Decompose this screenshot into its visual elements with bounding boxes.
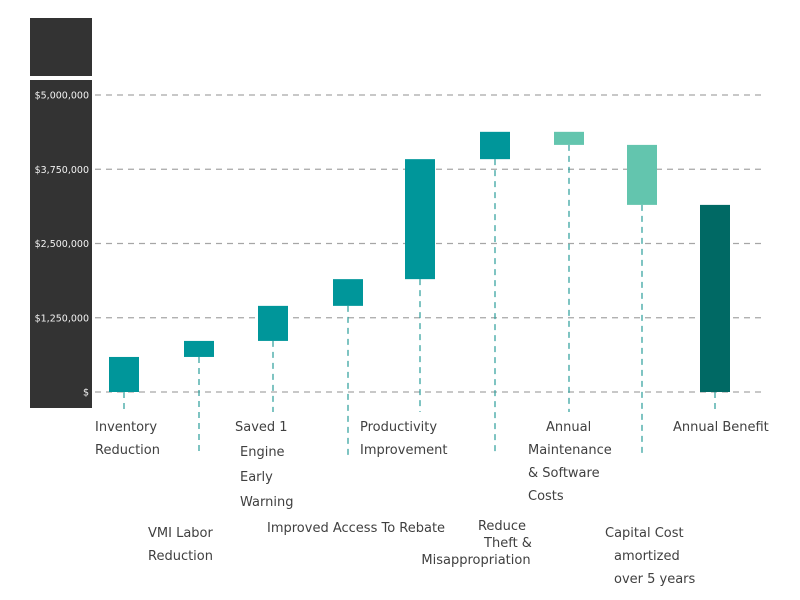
y-tick-label: $5,000,000 xyxy=(35,91,89,102)
y-tick-label: $3,750,000 xyxy=(35,165,89,176)
category-label-line: Early xyxy=(240,470,273,485)
y-tick-label: $ xyxy=(83,388,89,399)
bars xyxy=(109,131,730,392)
category-label-line: VMI Labor xyxy=(148,526,213,541)
bar-increase xyxy=(109,356,139,392)
connector-lines xyxy=(123,144,716,455)
category-label-line: Reduction xyxy=(95,443,160,458)
category-labels: Inventory Reduction VMI Labor Reduction Save… xyxy=(95,420,769,587)
category-label: Inventory Reduction xyxy=(95,420,160,458)
bar-increase xyxy=(405,159,435,280)
category-label-line: Productivity xyxy=(360,420,437,435)
category-label-line: Capital Cost xyxy=(605,526,684,541)
category-label-line: Annual xyxy=(546,420,591,435)
category-label-line: Maintenance xyxy=(528,443,612,458)
category-label: Reduce Theft & Misappropriation xyxy=(421,519,532,568)
bar-increase xyxy=(258,305,288,341)
bar-increase xyxy=(184,340,214,357)
category-label: Annual Maintenance & Software Costs xyxy=(528,420,612,504)
y-axis-panel xyxy=(30,80,92,408)
category-label-line: Improved Access To Rebate xyxy=(267,521,445,536)
category-label-line: Reduction xyxy=(148,549,213,564)
category-label-line: amortized xyxy=(614,549,680,564)
category-label: Capital Cost amortized over 5 years xyxy=(605,526,696,587)
category-label-line: Engine xyxy=(240,445,285,460)
category-label: Annual Benefit xyxy=(673,420,769,435)
category-label: VMI Labor Reduction xyxy=(148,526,213,564)
category-label-line: Saved 1 xyxy=(235,420,288,435)
y-tick-labels: $ $1,250,000 $2,500,000 $3,750,000 $5,000,00… xyxy=(35,91,89,399)
category-label-line: Misappropriation xyxy=(421,553,530,568)
category-label-line: Theft & xyxy=(483,536,532,551)
category-label-line: Reduce xyxy=(478,519,526,534)
bar-increase xyxy=(480,131,510,160)
category-label-line: & Software xyxy=(528,466,600,481)
bar-decrease xyxy=(554,131,584,145)
category-label-line: Improvement xyxy=(360,443,447,458)
category-label: Saved 1 Engine Early Warning xyxy=(235,420,293,510)
category-label-line: Costs xyxy=(528,489,564,504)
y-tick-label: $2,500,000 xyxy=(35,239,89,250)
axis-header-block xyxy=(30,18,92,76)
category-label: Productivity Improvement xyxy=(360,420,447,458)
category-label: Improved Access To Rebate xyxy=(267,521,445,536)
bar-total xyxy=(700,204,730,392)
category-label-line: Annual Benefit xyxy=(673,420,769,435)
bar-increase xyxy=(333,279,363,306)
y-tick-label: $1,250,000 xyxy=(35,313,89,324)
category-label-line: over 5 years xyxy=(614,572,696,587)
category-label-line: Warning xyxy=(240,495,293,510)
category-label-line: Inventory xyxy=(95,420,157,435)
bar-decrease xyxy=(627,144,657,205)
